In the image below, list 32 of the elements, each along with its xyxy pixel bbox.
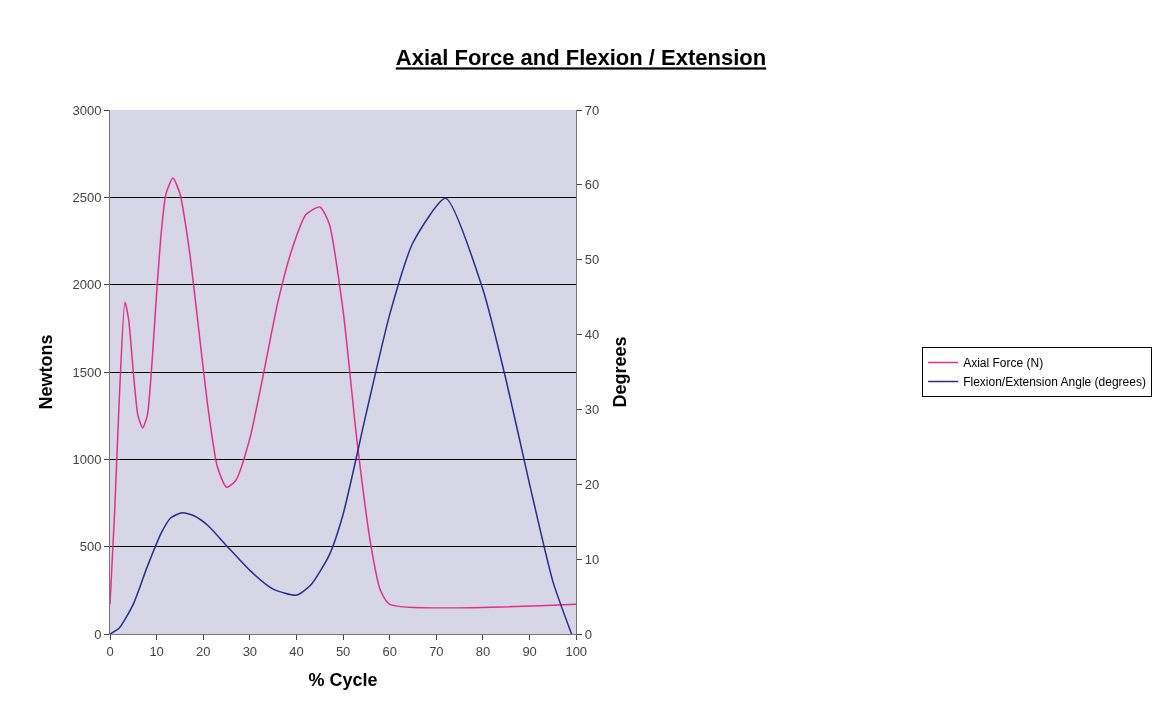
x-tick-label: 90	[522, 643, 537, 659]
x-tick-label: 100	[565, 643, 588, 659]
legend-label: Axial Force (N)	[963, 356, 1044, 371]
y2-tick-label: 60	[584, 177, 600, 193]
y-tick-label: 500	[79, 539, 102, 555]
y-tick-label: 2000	[72, 277, 102, 293]
legend-label: Flexion/Extension Angle (degrees)	[963, 375, 1146, 390]
x-axis-title: % Cycle	[308, 669, 378, 690]
y2-tick-label: 20	[584, 476, 600, 492]
y2-tick-label: 0	[584, 626, 593, 642]
x-tick-label: 80	[475, 643, 491, 659]
y2-tick-label: 30	[584, 401, 600, 417]
y2-tick-label: 10	[584, 551, 600, 567]
x-tick-label: 40	[289, 643, 304, 659]
x-tick-label: 20	[196, 643, 211, 659]
x-tick-label: 60	[382, 643, 397, 659]
y-tick-label: 3000	[72, 102, 102, 118]
x-tick-label: 50	[335, 643, 351, 659]
chart-title: Axial Force and Flexion / Extension	[395, 45, 767, 71]
y2-tick-label: 70	[584, 102, 600, 118]
x-tick-label: 0	[106, 643, 114, 659]
y-tick-label: 1500	[72, 364, 102, 380]
y2-axis-title: Degrees	[610, 336, 631, 408]
x-tick-label: 10	[149, 643, 164, 659]
y2-tick-label: 40	[584, 327, 600, 343]
x-tick-label: 30	[242, 643, 258, 659]
y-tick-label: 0	[94, 626, 102, 642]
y-tick-label: 1000	[72, 451, 102, 467]
x-tick-label: 70	[429, 643, 444, 659]
y-tick-label: 2500	[72, 189, 102, 205]
y2-tick-label: 50	[584, 252, 600, 268]
y-axis-title: Newtons	[35, 334, 56, 410]
